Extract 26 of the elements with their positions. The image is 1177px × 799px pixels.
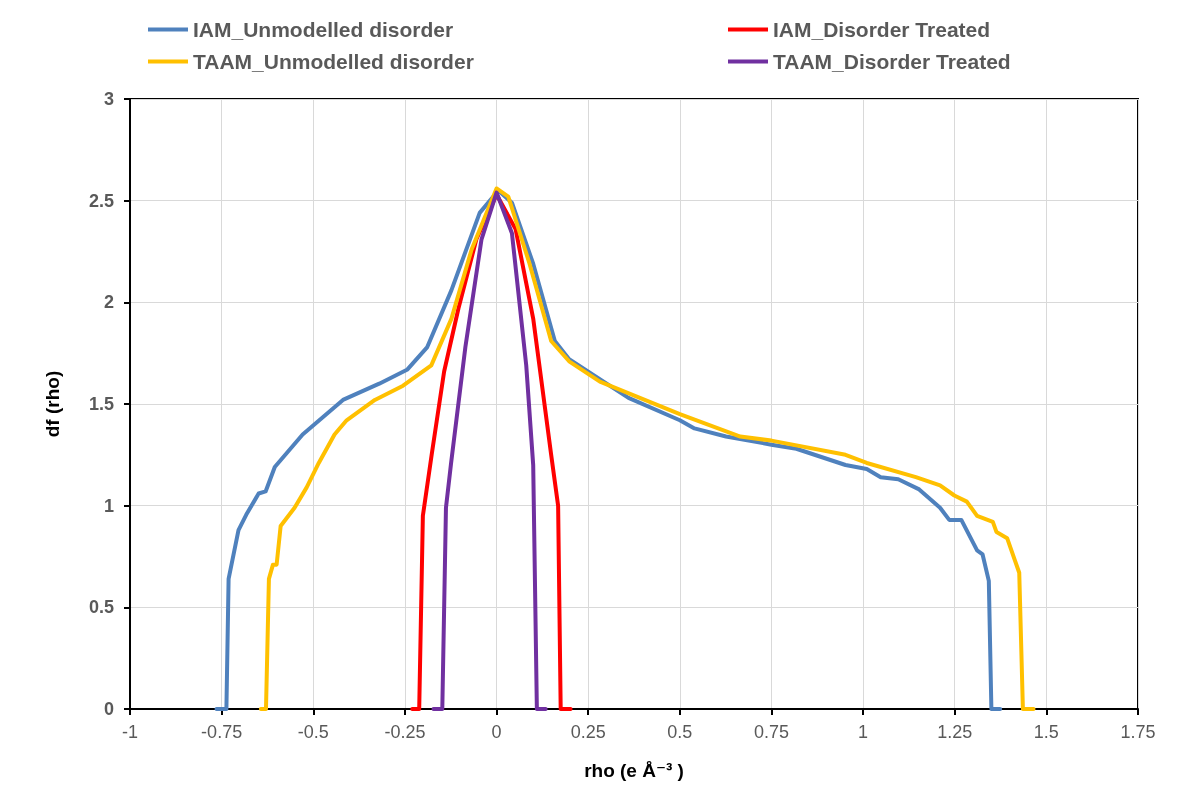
y-tick-label: 3 xyxy=(103,89,114,109)
x-tick-label: 1.25 xyxy=(937,722,973,742)
x-tick-label: -1 xyxy=(121,722,139,742)
legend-label: IAM_Disorder Treated xyxy=(773,18,991,41)
x-tick-label: 1.75 xyxy=(1120,722,1156,742)
x-tick-label: -0.25 xyxy=(384,722,426,742)
x-tick-label: 0.75 xyxy=(753,722,789,742)
line-series xyxy=(431,190,548,711)
legend-label: TAAM_Disorder Treated xyxy=(773,50,1011,73)
x-tick-label: -0.5 xyxy=(297,722,329,742)
x-tick-label: 1.5 xyxy=(1033,722,1059,742)
y-tick-label: 1.5 xyxy=(88,394,114,414)
y-tick-label: 0 xyxy=(103,699,114,719)
y-axis-title: df (rho) xyxy=(42,370,63,438)
legend-label: IAM_Unmodelled disorder xyxy=(193,18,454,41)
x-tick-label: 0.5 xyxy=(667,722,693,742)
legend-label: TAAM_Unmodelled disorder xyxy=(193,50,474,73)
x-axis-title: rho (e Å⁻³ ) xyxy=(584,760,684,781)
y-tick-label: 0.5 xyxy=(88,597,114,618)
x-tick-label: 1 xyxy=(858,722,869,742)
x-tick-label: -0.75 xyxy=(201,722,243,742)
y-tick-label: 2.5 xyxy=(88,190,114,211)
x-tick-label: 0.25 xyxy=(570,722,606,742)
y-tick-label: 2 xyxy=(103,292,114,313)
x-tick-label: 0 xyxy=(491,722,502,742)
y-tick-label: 1 xyxy=(103,495,114,516)
